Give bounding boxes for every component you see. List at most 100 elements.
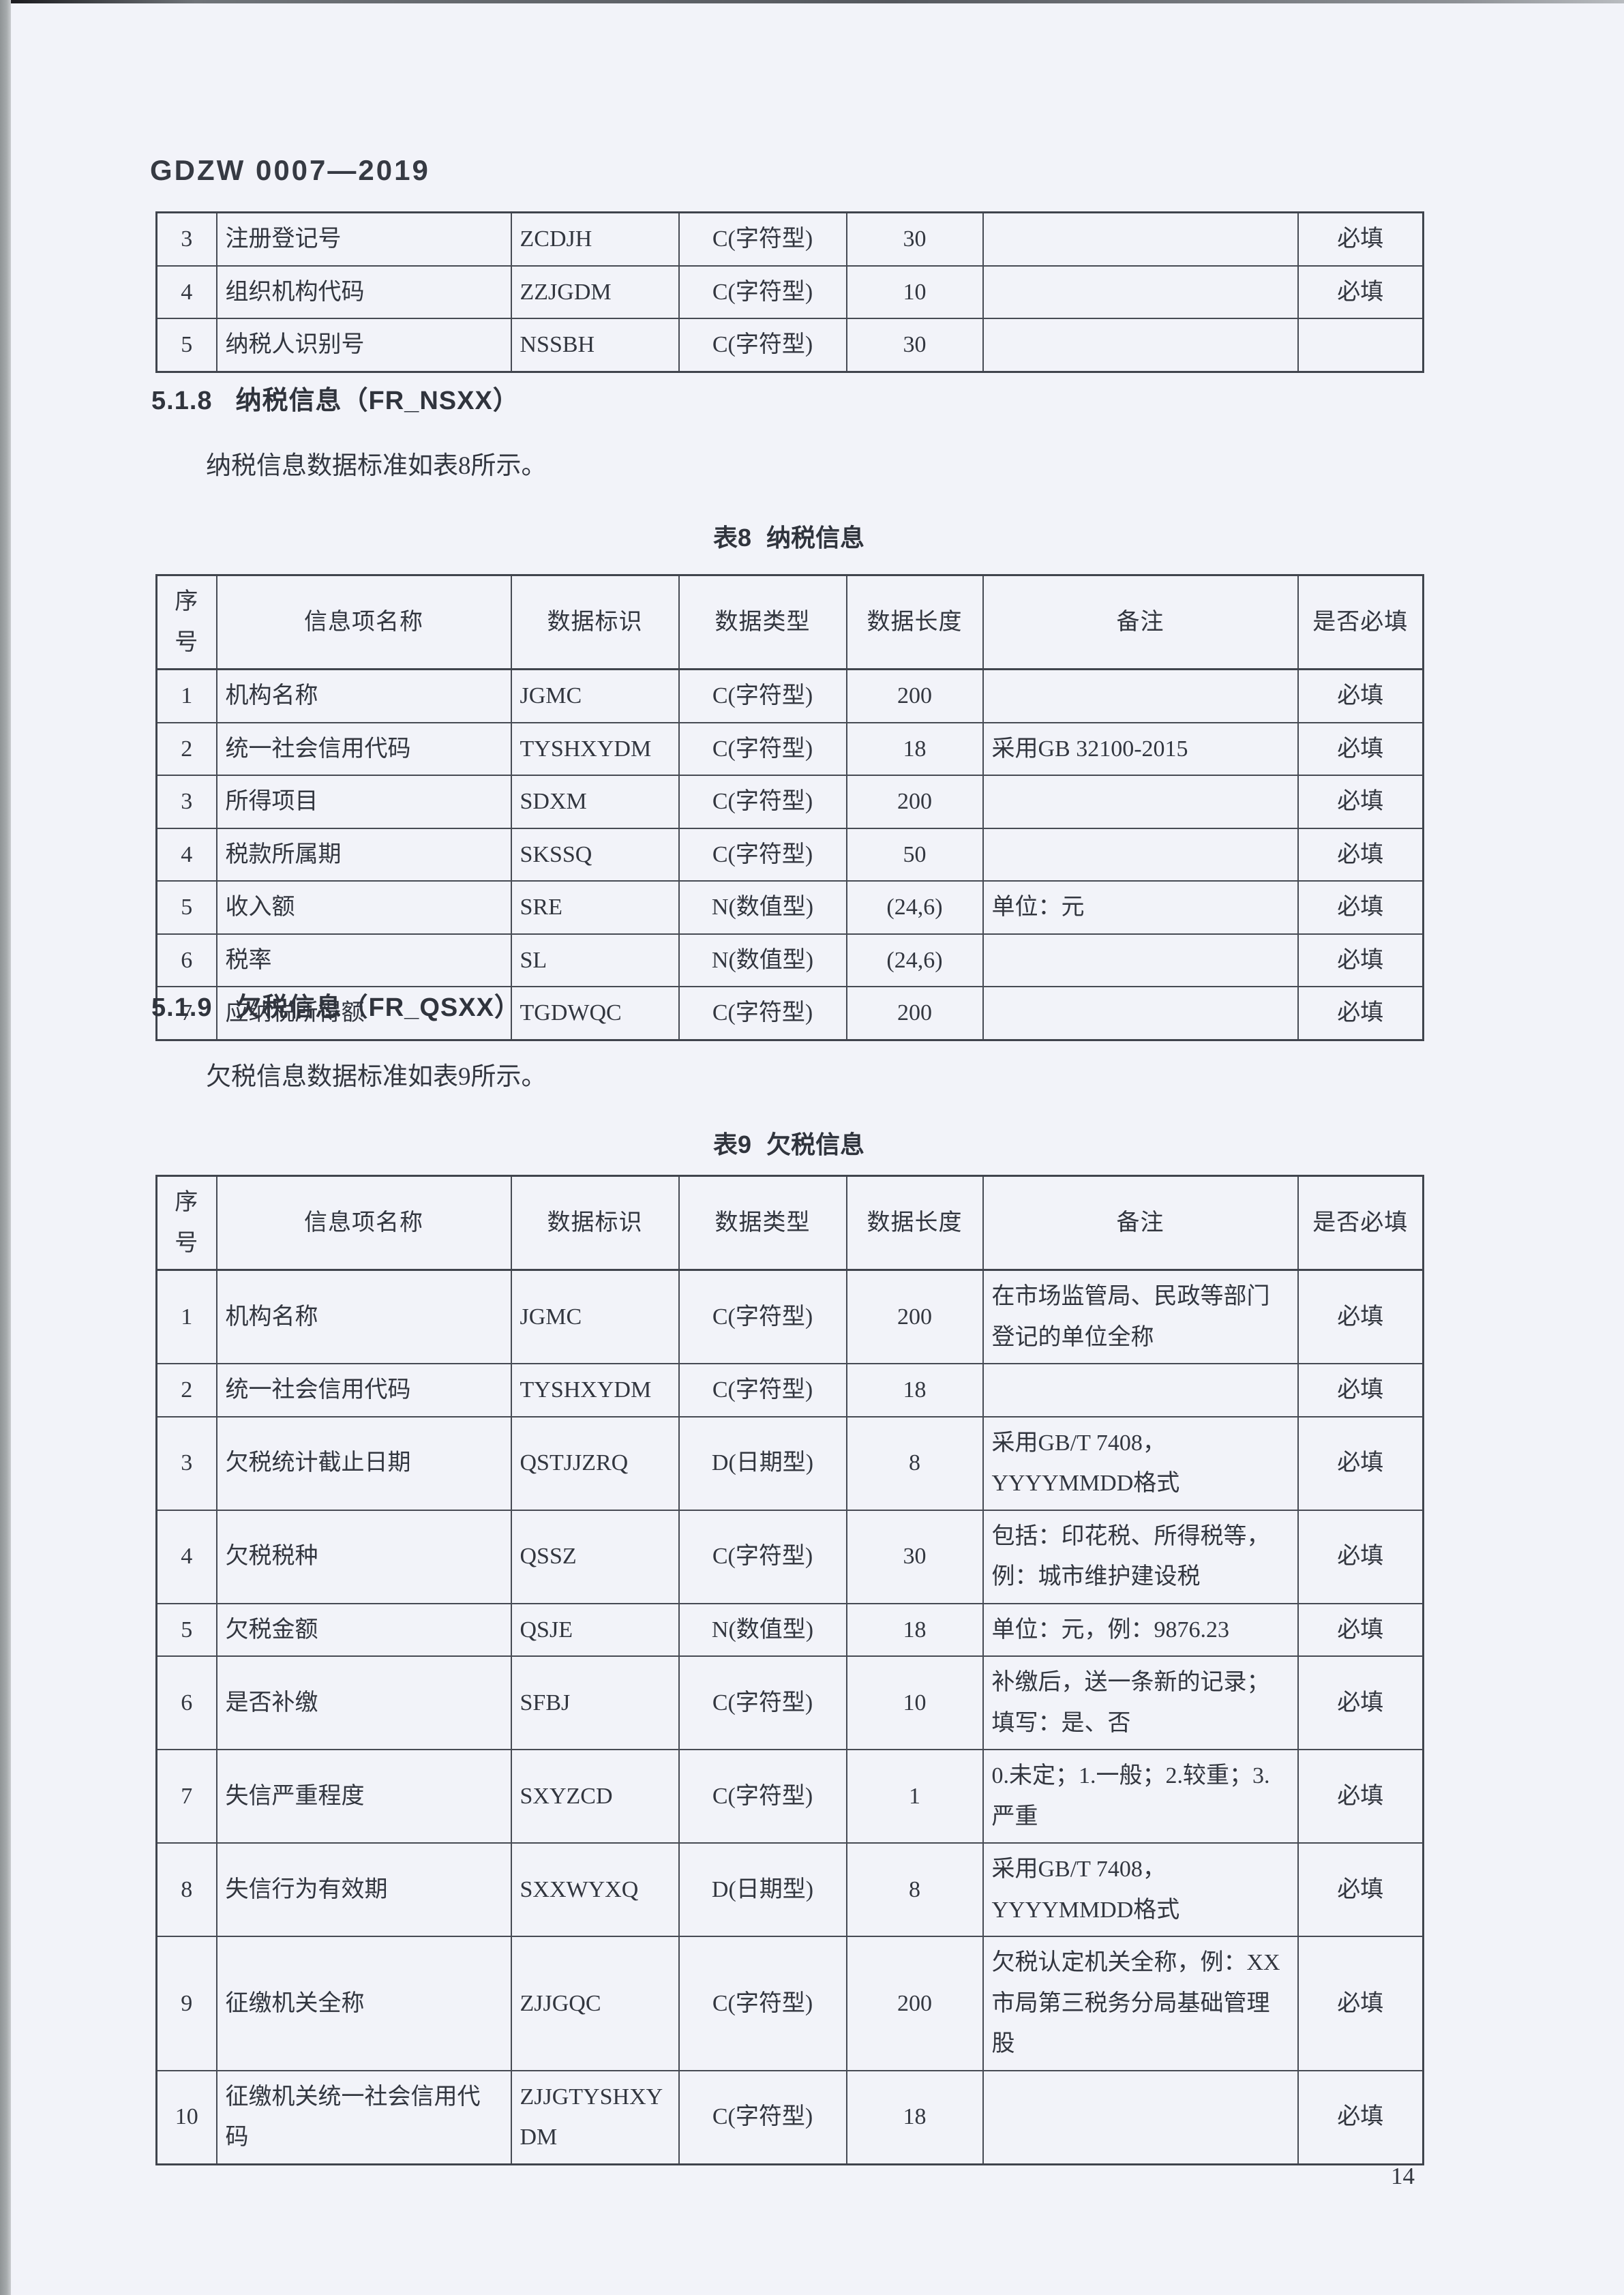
table-continued-legal-entity: 3 注册登记号 ZCDJH C(字符型) 30 必填 4 组织机构代码 ZZJGDM C(字符型)… — [155, 211, 1424, 373]
cell-seq: 5 — [155, 880, 217, 935]
cell-name: 征缴机关统一社会信用代码 — [215, 2069, 512, 2165]
cell-len: 200 — [845, 668, 984, 723]
cell-id: SL — [510, 933, 680, 987]
cell-len: 30 — [845, 211, 984, 267]
table-row: 4 组织机构代码 ZZJGDM C(字符型) 10 必填 — [155, 265, 1424, 319]
cell-len: 200 — [845, 775, 984, 829]
cell-type: C(字符型) — [678, 1269, 847, 1364]
cell-type: D(日期型) — [678, 1842, 847, 1937]
cell-required: 必填 — [1297, 775, 1424, 829]
table-caption-number: 表9 — [712, 1130, 751, 1158]
section-number: 5.1.8 — [151, 387, 213, 415]
cell-name: 欠税税种 — [215, 1509, 512, 1604]
column-header: 信息项名称 — [215, 1175, 512, 1271]
cell-seq: 1 — [155, 1269, 217, 1364]
cell-required: 必填 — [1297, 2069, 1424, 2165]
cell-name: 欠税统计截止日期 — [215, 1415, 512, 1511]
cell-seq: 7 — [155, 1749, 217, 1844]
cell-type: N(数值型) — [678, 933, 847, 987]
column-header: 是否必填 — [1297, 574, 1424, 670]
section-title: 欠税信息（FR_QSXX） — [235, 993, 521, 1022]
cell-len: 18 — [845, 721, 984, 776]
cell-id: ZZJGDM — [510, 265, 680, 319]
cell-remark: 采用GB/T 7408，YYYYMMDD格式 — [982, 1415, 1299, 1511]
cell-len: 18 — [845, 1363, 984, 1418]
cell-remark — [982, 2069, 1299, 2165]
cell-name: 机构名称 — [215, 668, 512, 723]
cell-len: 8 — [845, 1415, 984, 1511]
cell-type: C(字符型) — [678, 265, 847, 319]
table-caption-title: 纳税信息 — [766, 524, 865, 552]
table-8-tax-payment-info: 序号 信息项名称 数据标识 数据类型 数据长度 备注 是否必填 1 机构名称 JGMC C(字符型… — [155, 574, 1424, 1041]
cell-required: 必填 — [1297, 1415, 1424, 1511]
cell-required: 必填 — [1297, 1749, 1424, 1844]
cell-len: 18 — [845, 2069, 984, 2165]
cell-id: SFBJ — [510, 1655, 680, 1750]
cell-seq: 7 — [155, 986, 217, 1040]
cell-required: 必填 — [1297, 1509, 1424, 1604]
cell-required: 必填 — [1297, 265, 1424, 319]
table-row: 3 欠税统计截止日期 QSTJJZRQ D(日期型) 8 采用GB/T 7408，YYYY… — [155, 1415, 1424, 1511]
column-header: 数据标识 — [510, 1175, 680, 1271]
column-header: 备注 — [982, 574, 1299, 670]
cell-id: SRE — [510, 880, 680, 935]
cell-required: 必填 — [1297, 880, 1424, 935]
cell-seq: 10 — [155, 2069, 217, 2165]
cell-len: 200 — [845, 1269, 984, 1364]
cell-seq: 3 — [155, 211, 217, 267]
cell-required: 必填 — [1297, 933, 1424, 987]
cell-remark — [982, 986, 1299, 1040]
cell-id: TYSHXYDM — [510, 721, 680, 776]
cell-id: JGMC — [510, 668, 680, 723]
section-heading-5-1-8: 5.1.8 纳税信息（FR_NSXX） — [151, 379, 520, 417]
cell-required: 必填 — [1297, 1269, 1424, 1364]
cell-id: ZCDJH — [510, 211, 680, 267]
cell-required: 必填 — [1297, 827, 1424, 882]
table-row: 2 统一社会信用代码 TYSHXYDM C(字符型) 18 必填 — [155, 1363, 1424, 1418]
cell-remark: 采用GB 32100-2015 — [982, 721, 1299, 776]
table-9-tax-arrears-info: 序号 信息项名称 数据标识 数据类型 数据长度 备注 是否必填 1 机构名称 JGMC C(字符型… — [155, 1175, 1424, 2165]
cell-len: 18 — [845, 1602, 984, 1657]
cell-seq: 3 — [155, 1415, 217, 1511]
section-intro-5-1-8: 纳税信息数据标准如表8所示。 — [206, 452, 547, 480]
cell-remark — [982, 318, 1299, 372]
table-row: 3 注册登记号 ZCDJH C(字符型) 30 必填 — [155, 211, 1424, 267]
cell-remark: 补缴后，送一条新的记录；填写：是、否 — [982, 1655, 1299, 1750]
table-row: 5 纳税人识别号 NSSBH C(字符型) 30 — [155, 318, 1424, 372]
cell-remark: 采用GB/T 7408，YYYYMMDD格式 — [982, 1842, 1299, 1937]
section-intro-5-1-9: 欠税信息数据标准如表9所示。 — [206, 1063, 547, 1091]
cell-name: 征缴机关全称 — [215, 1936, 512, 2071]
cell-seq: 8 — [155, 1842, 217, 1937]
table-row: 9 征缴机关全称 ZJJGQC C(字符型) 200 欠税认定机关全称，例：XX市局第三税… — [155, 1936, 1424, 2071]
cell-len: 200 — [845, 986, 984, 1040]
cell-name: 税款所属期 — [215, 827, 512, 882]
cell-name: 统一社会信用代码 — [215, 721, 512, 776]
section-heading-5-1-9: 5.1.9 欠税信息（FR_QSXX） — [151, 986, 521, 1023]
cell-name: 收入额 — [215, 880, 512, 935]
column-header: 是否必填 — [1297, 1175, 1424, 1271]
cell-seq: 2 — [155, 721, 217, 776]
cell-remark: 在市场监管局、民政等部门登记的单位全称 — [982, 1269, 1299, 1364]
cell-len: 30 — [845, 1509, 984, 1604]
cell-type: C(字符型) — [678, 986, 847, 1040]
cell-id: QSSZ — [510, 1509, 680, 1604]
cell-name: 统一社会信用代码 — [215, 1363, 512, 1418]
cell-remark — [982, 211, 1299, 267]
table-row: 1 机构名称 JGMC C(字符型) 200 必填 — [155, 668, 1424, 723]
section-number: 5.1.9 — [151, 993, 213, 1022]
scan-top-edge — [0, 0, 1624, 3]
cell-id: JGMC — [510, 1269, 680, 1364]
cell-id: QSJE — [510, 1602, 680, 1657]
table-row: 5 欠税金额 QSJE N(数值型) 18 单位：元，例：9876.23 必填 — [155, 1602, 1424, 1657]
cell-remark: 单位：元 — [982, 880, 1299, 935]
table-row: 3 所得项目 SDXM C(字符型) 200 必填 — [155, 775, 1424, 829]
table-row: 7 应纳税所得额 TGDWQC C(字符型) 200 必填 — [155, 986, 1424, 1040]
cell-type: C(字符型) — [678, 1509, 847, 1604]
cell-len: 30 — [845, 318, 984, 372]
table-row: 4 欠税税种 QSSZ C(字符型) 30 包括：印花税、所得税等，例：城市维护建设税 必填 — [155, 1509, 1424, 1604]
table-header-row: 序号 信息项名称 数据标识 数据类型 数据长度 备注 是否必填 — [155, 574, 1424, 670]
table-9-caption: 表9 欠税信息 — [155, 1125, 1422, 1160]
cell-len: 1 — [845, 1749, 984, 1844]
cell-id: TGDWQC — [510, 986, 680, 1040]
